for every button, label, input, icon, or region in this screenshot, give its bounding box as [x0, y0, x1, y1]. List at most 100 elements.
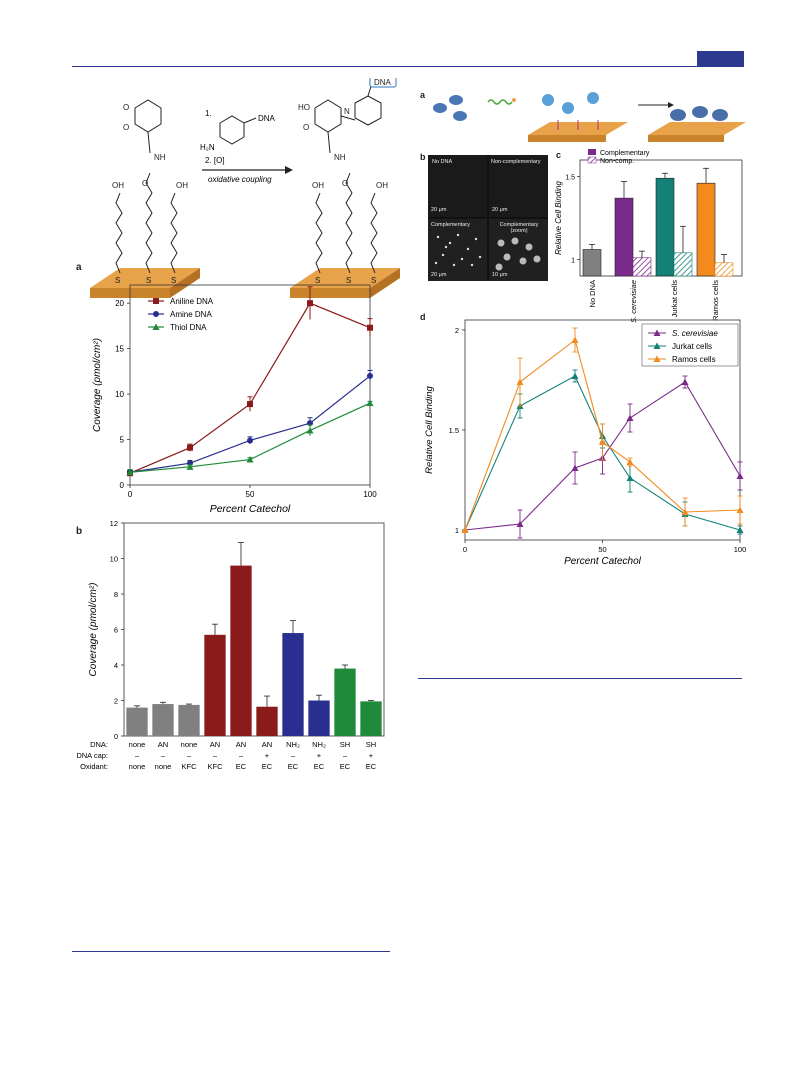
category-label: EC [340, 762, 351, 771]
category-label: EC [288, 762, 299, 771]
category-label: NH₂ [312, 740, 326, 749]
data-point [736, 506, 744, 513]
data-point [599, 438, 606, 445]
x-axis-label: Percent Catechol [564, 556, 641, 567]
category-label: AN [236, 740, 246, 749]
data-point [516, 378, 524, 385]
legend-marker [653, 329, 661, 336]
gold-surface-left [90, 268, 200, 288]
category-label: + [317, 751, 322, 760]
category-label: EC [262, 762, 273, 771]
category-label: – [135, 751, 140, 760]
data-point [571, 464, 579, 471]
x-tick-label: 0 [128, 490, 133, 499]
left-column-rule [72, 951, 390, 952]
cell-1 [433, 103, 447, 113]
legend-label: Non-comp. [600, 158, 634, 165]
legend-box [641, 323, 739, 367]
x-tick-label: 100 [363, 490, 377, 499]
y-tick-label: 1 [571, 257, 575, 264]
bar [360, 701, 382, 736]
category-label: – [239, 751, 244, 760]
cell-captured-2 [562, 102, 574, 114]
arrow-label: oxidative coupling [208, 175, 272, 184]
y-tick-label: 0 [120, 481, 125, 490]
category-label: AN [262, 740, 272, 749]
plot-frame [129, 284, 371, 486]
data-point [626, 458, 634, 465]
y-tick-label: 1.5 [565, 175, 575, 182]
cell-captured-1 [542, 94, 554, 106]
micro-tile-comp-zoom: Complementary (zoom) 10 μm [489, 219, 548, 281]
x-tick-label: 50 [598, 545, 606, 554]
legend-label: Aniline DNA [170, 297, 214, 306]
y-tick-label: 15 [115, 345, 124, 354]
category-label: – [187, 751, 192, 760]
chart-coverage-vs-catechol: 0 5 10 15 20 0 50 100 Percent Catechol Coverage (… [92, 284, 377, 515]
bar [696, 182, 716, 277]
data-point [626, 414, 634, 421]
category-label: + [265, 751, 270, 760]
legend-label: Ramos cells [672, 355, 716, 364]
category-label: Jurkat cells [670, 280, 679, 318]
label-o-3: O [123, 123, 129, 132]
label-s-4: S [315, 276, 320, 285]
legend-label: S. cerevisiae [672, 329, 718, 338]
micro-title: Non-complementary [491, 159, 541, 165]
legend-swatch [587, 156, 597, 164]
y-tick-label: 2 [114, 697, 118, 706]
data-point [307, 300, 313, 307]
label-s-3: S [171, 276, 176, 285]
panel-letter-d-right: d [420, 312, 426, 322]
label-s-6: S [371, 276, 376, 285]
header-rule [72, 66, 744, 67]
label-o-5: O [303, 123, 309, 132]
bar [126, 707, 148, 736]
x-axis-label: Percent Catechol [210, 503, 291, 515]
gold-surface-right [290, 268, 400, 288]
step-1: 1. [205, 109, 212, 118]
micro-tile-comp: Complementary 20 μm [428, 219, 487, 281]
panel-letter-b-right: b [420, 152, 426, 162]
bar [178, 704, 200, 736]
micro-tile-noncomp: Non-complementary 20 μm [489, 155, 548, 217]
x-tick-label: 50 [246, 490, 255, 499]
category-label: none [155, 762, 172, 771]
cell-capture-schematic [433, 92, 746, 142]
category-label: KFC [182, 762, 198, 771]
bar [714, 262, 734, 277]
legend-marker [153, 298, 159, 304]
panel-letter-a-right: a [420, 90, 426, 100]
series-line-aniline-dna [129, 302, 371, 474]
label-s-5: S [346, 276, 351, 285]
category-label: none [129, 762, 146, 771]
category-label: Ramos cells [711, 280, 720, 321]
y-tick-label: 1.5 [449, 426, 459, 435]
cells-scatter [434, 233, 482, 267]
label-o-1: O [142, 179, 148, 188]
label-oh-1: OH [112, 181, 124, 190]
x-tick-label: 0 [463, 545, 467, 554]
y-tick-label: 1 [455, 526, 459, 535]
category-label: No DNA [588, 280, 597, 308]
page-corner-tab [697, 51, 744, 66]
y-tick-label: 8 [114, 590, 118, 599]
chart-relative-binding-vs-catechol: 1 1.5 2 0 50 100 Percent Catechol Relative Cell… [424, 319, 747, 567]
cell-captured-3 [587, 92, 599, 104]
legend-label: Thiol DNA [170, 323, 207, 332]
legend-label: Complementary [600, 150, 650, 157]
y-axis-label: Relative Cell Binding [424, 385, 435, 473]
category-label: NH₂ [286, 740, 300, 749]
x-tick-label: 100 [734, 545, 747, 554]
category-label: KFC [208, 762, 224, 771]
row-label: DNA cap: [76, 751, 108, 760]
y-tick-label: 6 [114, 626, 118, 635]
y-axis-label: Relative Cell Binding [554, 181, 563, 255]
panel-letter-c-right: c [556, 150, 562, 160]
micro-title: Complementary [431, 222, 470, 228]
label-o-2: O [123, 103, 129, 112]
bar [632, 257, 652, 277]
legend-marker [153, 311, 159, 317]
panel-letter-a-left: a [76, 262, 82, 273]
dna-box [369, 78, 397, 88]
